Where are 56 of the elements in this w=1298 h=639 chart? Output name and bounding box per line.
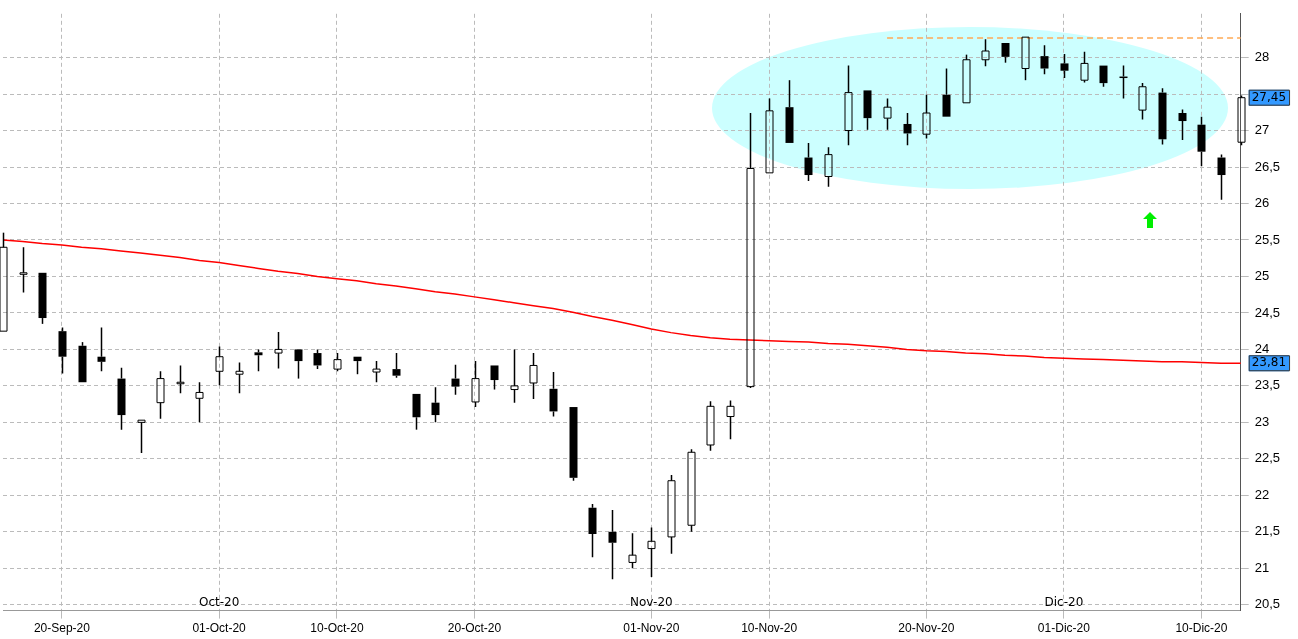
candlestick — [451, 363, 460, 396]
candlestick — [176, 364, 185, 394]
candlestick — [785, 79, 794, 143]
x-tick-label: 01-Dic-20 — [1037, 621, 1091, 636]
y-tick-label: 21 — [1254, 559, 1270, 575]
x-tick-label: 10-Nov-20 — [741, 621, 798, 636]
y-tick-label: 25,5 — [1254, 231, 1281, 247]
candlestick — [195, 381, 204, 424]
y-tick-label: 26,5 — [1254, 158, 1281, 174]
annotation: Nov-20 — [629, 594, 673, 609]
candlestick — [1217, 153, 1226, 201]
x-tick-label: 10-Dic-20 — [1175, 621, 1228, 636]
candlestick — [942, 67, 951, 117]
x-tick-label: 01-Nov-20 — [623, 621, 680, 636]
y-tick-label: 25 — [1254, 268, 1270, 284]
candlestick — [19, 246, 28, 294]
y-tick-label: 26 — [1254, 195, 1270, 211]
y-tick-label: 23 — [1254, 413, 1270, 429]
y-tick-label: 20,5 — [1254, 596, 1281, 612]
candlestick — [372, 360, 381, 383]
candlestick — [588, 503, 597, 559]
annotation: Dic-20 — [1044, 594, 1084, 609]
text: 27,45 — [1251, 89, 1287, 104]
x-tick-label: 20-Sep-20 — [33, 621, 91, 636]
y-tick-label: 23,5 — [1254, 377, 1281, 393]
candlestick — [746, 112, 755, 388]
y-tick-label: 28 — [1254, 49, 1270, 65]
text: 23,81 — [1251, 355, 1287, 370]
candlestick — [549, 371, 558, 418]
x-tick-label: 20-Oct-20 — [447, 621, 502, 636]
candlestick — [392, 352, 401, 379]
candlestick — [1197, 115, 1206, 168]
y-tick-label: 27 — [1254, 122, 1270, 138]
candlestick — [97, 326, 106, 373]
candlestick — [628, 532, 637, 570]
candlestick — [608, 509, 617, 580]
candlestick — [647, 526, 656, 578]
y-tick-label: 22,5 — [1254, 450, 1281, 466]
annotation: Oct-20 — [198, 594, 240, 609]
x-tick-label: 10-Oct-20 — [310, 621, 364, 636]
y-tick-label: 24 — [1254, 340, 1270, 356]
y-tick-label: 21,5 — [1254, 523, 1281, 539]
candlestick — [804, 142, 813, 182]
candlestick — [58, 326, 67, 375]
x-tick-label: 20-Nov-20 — [898, 621, 955, 636]
y-tick-label: 24,5 — [1254, 304, 1281, 320]
candlestick — [137, 419, 146, 454]
candlestick — [235, 361, 244, 394]
candlestick — [254, 348, 263, 373]
y-tick-label: 22 — [1254, 486, 1270, 502]
candlestick — [1178, 108, 1187, 141]
candlestick — [903, 112, 912, 146]
candlestick — [510, 348, 519, 404]
candlestick — [117, 366, 126, 431]
x-tick-label: 01-Oct-20 — [192, 621, 247, 636]
candlestick — [431, 386, 440, 424]
